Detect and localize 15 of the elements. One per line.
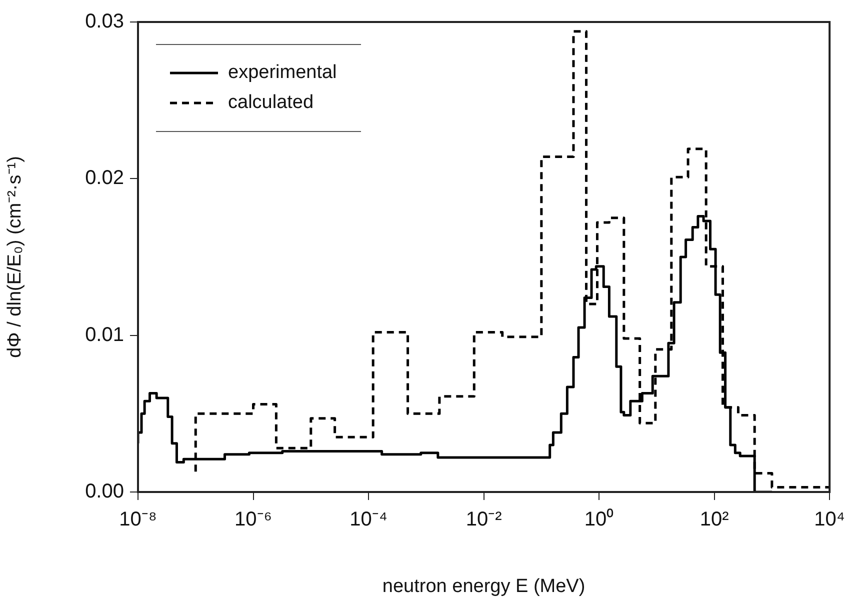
x-tick-label: 10⁻⁸ <box>119 508 157 531</box>
legend-label: calculated <box>228 92 314 114</box>
x-tick-label: 10⁻² <box>466 508 502 531</box>
y-axis-title: dΦ / dln(E/E₀) (cm⁻²·s⁻¹) <box>4 156 26 358</box>
x-tick-label: 10² <box>700 508 730 531</box>
x-axis-title: neutron energy E (MeV) <box>382 576 586 597</box>
x-tick-label: 10⁰ <box>584 508 614 531</box>
legend-label: experimental <box>228 62 337 84</box>
x-tick-label: 10⁻⁶ <box>234 508 272 531</box>
y-tick-label: 0.00 <box>85 480 124 503</box>
x-tick-label: 10⁴ <box>814 508 845 531</box>
y-tick-label: 0.03 <box>85 10 124 33</box>
y-tick-label: 0.02 <box>85 167 124 190</box>
x-tick-label: 10⁻⁴ <box>350 508 388 531</box>
y-tick-label: 0.01 <box>85 324 124 346</box>
